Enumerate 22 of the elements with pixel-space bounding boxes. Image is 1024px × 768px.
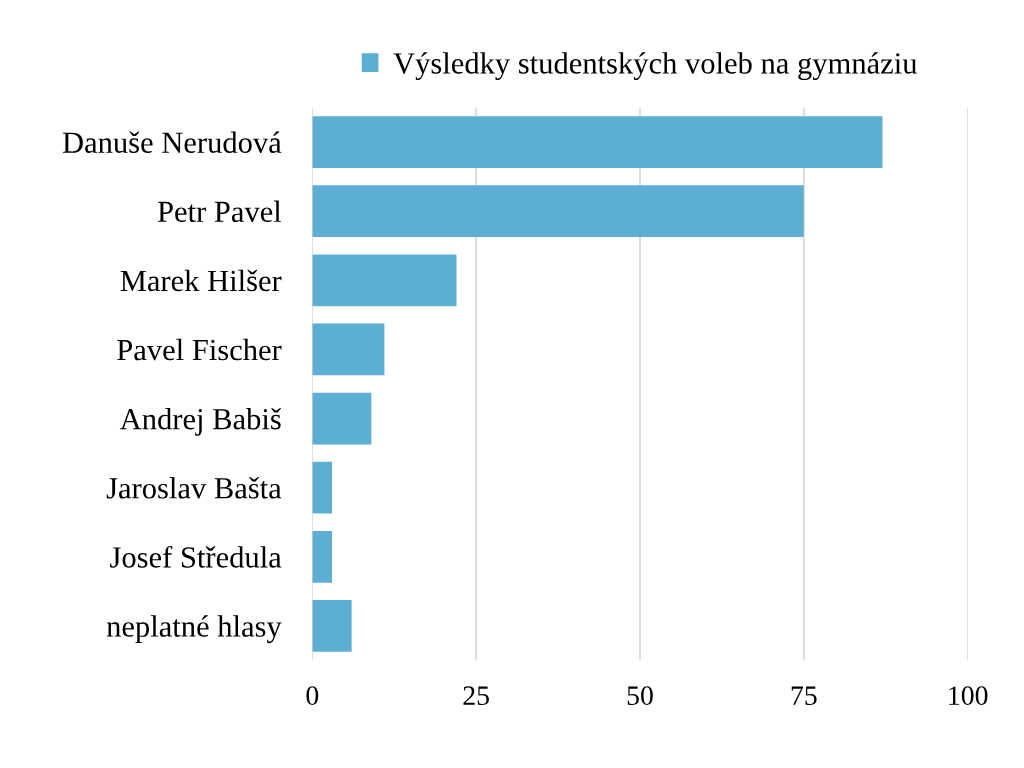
y-tick-label: Andrej Babiš <box>119 407 281 436</box>
bar <box>312 323 385 376</box>
y-tick-label: Danuše Nerudová <box>62 131 282 153</box>
x-tick-label: 100 <box>949 686 988 706</box>
y-tick-label: Josef Středula <box>110 545 282 568</box>
x-tick-label: 25 <box>463 686 489 706</box>
y-tick-label: Petr Pavel <box>157 200 282 223</box>
bar <box>312 185 804 238</box>
legend-label: Výsledky studentských voleb na gymnáziu <box>393 52 917 81</box>
x-tick-label: 0 <box>306 686 319 706</box>
bar <box>312 116 883 168</box>
bar <box>312 461 332 514</box>
x-tick-label: 50 <box>627 686 653 706</box>
y-tick-label: Jaroslav Bašta <box>106 477 282 499</box>
bar <box>312 254 457 307</box>
bar <box>312 600 352 652</box>
bar <box>312 392 372 445</box>
x-tick-label: 75 <box>791 686 817 706</box>
y-tick-label: Marek Hilšer <box>120 269 282 292</box>
y-tick-label: Pavel Fischer <box>117 338 282 361</box>
y-tick-label: neplatné hlasy <box>106 615 282 644</box>
bar <box>312 530 332 583</box>
